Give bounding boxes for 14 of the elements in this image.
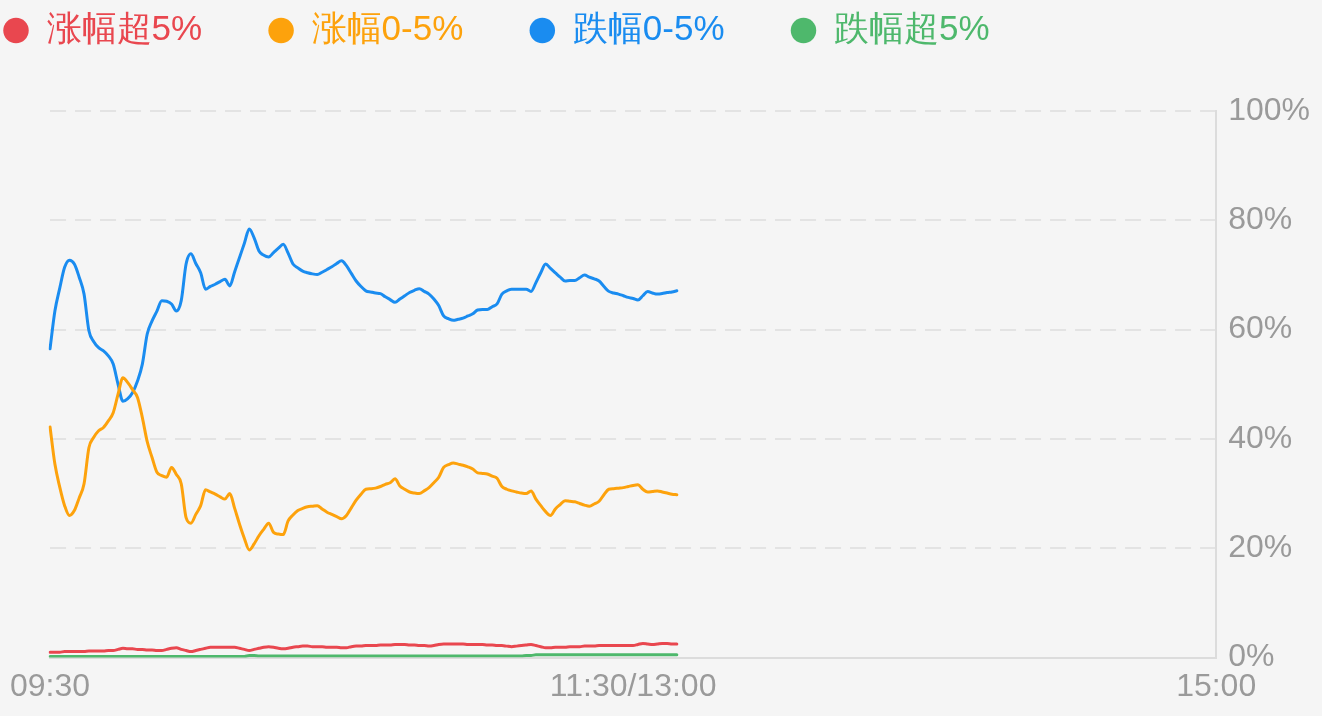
line-series (48, 376, 679, 552)
line-series (48, 641, 679, 654)
y-tick-label: 60% (1228, 309, 1293, 346)
legend-label: 涨幅0-5% (311, 8, 464, 48)
y-tick-label: 20% (1228, 528, 1293, 565)
x-tick-label: 09:30 (10, 666, 91, 703)
x-tick-label: 11:30/13:00 (549, 666, 717, 703)
legend-label: 跌幅超5% (834, 8, 990, 48)
line-series (48, 227, 679, 403)
legend-label: 跌幅0-5% (572, 8, 725, 48)
y-tick-label: 100% (1228, 90, 1310, 127)
legend-label: 涨幅超5% (46, 8, 203, 48)
y-tick-label: 80% (1228, 200, 1293, 237)
y-tick-label: 40% (1228, 418, 1293, 455)
